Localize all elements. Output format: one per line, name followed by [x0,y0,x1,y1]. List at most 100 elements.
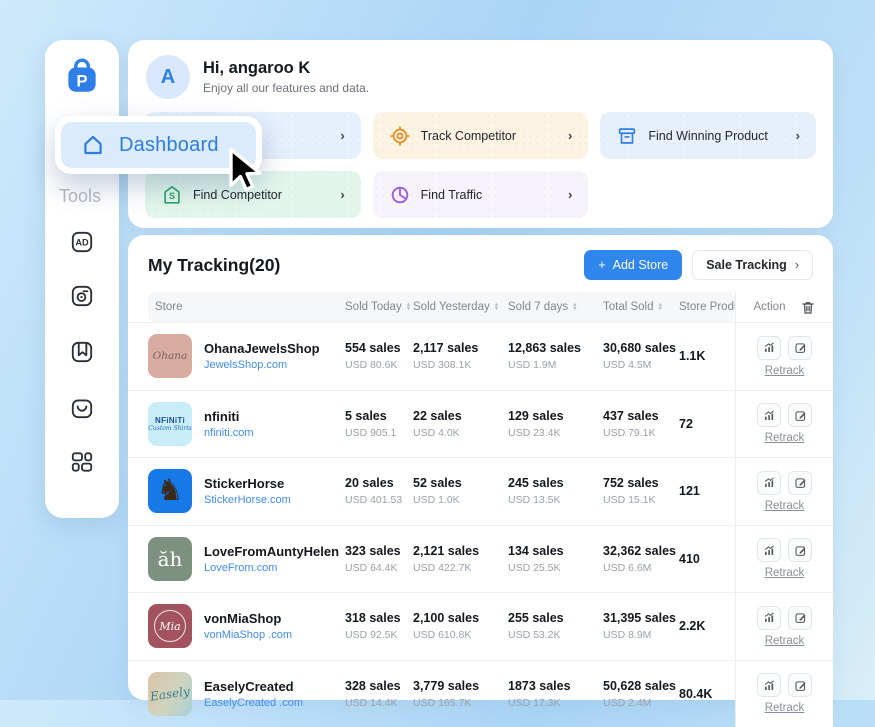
table-row: Ohana OhanaJewelsShop JewelsShop.com 554… [128,322,833,390]
apps-grid-icon[interactable] [68,448,96,476]
column-header-sold-today[interactable]: Sold Today ▲▼ [345,301,413,313]
svg-text:S: S [169,191,175,201]
plus-icon: + [598,258,605,272]
store-products-count: 80.4K [679,687,735,701]
feature-label: Find Winning Product [648,129,768,143]
store-domain-link[interactable]: LoveFrom.com [204,562,339,574]
feature-card-track-competitor[interactable]: Track Competitor › [373,112,589,159]
bookmark-icon[interactable] [68,338,96,366]
analytics-chart-icon[interactable] [757,403,781,427]
feature-card-empty [600,171,816,218]
retrack-link[interactable]: Retrack [765,702,805,714]
feature-card-find-winning-product[interactable]: Find Winning Product › [600,112,816,159]
column-header-total-sold[interactable]: Total Sold ▲▼ [603,301,679,313]
tracking-title: My Tracking(20) [148,255,280,276]
avatar[interactable]: A [146,55,190,99]
target-icon [389,125,411,147]
edit-icon[interactable] [788,673,812,697]
my-tracking-card: My Tracking(20) + Add Store Sale Trackin… [128,235,833,700]
chevron-right-icon: › [568,128,572,143]
edit-icon[interactable] [788,538,812,562]
store-logo: Easely [148,672,192,716]
sort-icon[interactable]: ▲▼ [406,303,411,312]
store-name: EaselyCreated [204,679,303,694]
sort-icon[interactable]: ▲▼ [658,303,663,312]
store-domain-link[interactable]: StickerHorse.com [204,494,291,506]
table-row: ăh LoveFromAuntyHelen LoveFrom.com 323 s… [128,525,833,593]
chevron-right-icon: › [568,187,572,202]
chevron-right-icon: › [340,128,344,143]
retrack-link[interactable]: Retrack [765,500,805,512]
edit-icon[interactable] [788,336,812,360]
store-logo: Mia [148,604,192,648]
mouse-cursor [222,146,270,203]
store-products-count: 2.2K [679,619,735,633]
store-domain-link[interactable]: vonMiaShop .com [204,629,292,641]
analytics-chart-icon[interactable] [757,336,781,360]
retrack-link[interactable]: Retrack [765,365,805,377]
sort-icon[interactable]: ▲▼ [572,303,577,312]
pie-chart-icon [389,184,411,206]
chevron-right-icon: › [340,187,344,202]
sidebar: P Tools AD [45,40,119,518]
analytics-chart-icon[interactable] [757,673,781,697]
store-products-count: 1.1K [679,349,735,363]
store-products-count: 121 [679,484,735,498]
column-header-sold-7-days[interactable]: Sold 7 days ▲▼ [508,301,603,313]
store-name: StickerHorse [204,476,291,491]
store-logo: ♞ [148,469,192,513]
chevron-right-icon: › [795,258,799,272]
table-header-row: Store Sold Today ▲▼ Sold Yesterday ▲▼ So… [128,292,833,322]
store-name: nfiniti [204,409,254,424]
home-icon [80,132,106,158]
analytics-chart-icon[interactable] [757,538,781,562]
store-logo: Ohana [148,334,192,378]
edit-icon[interactable] [788,606,812,630]
app-logo-bag-p-icon[interactable]: P [61,56,103,103]
svg-text:P: P [76,71,87,90]
feature-label: Track Competitor [421,129,516,143]
add-store-button[interactable]: + Add Store [584,250,682,280]
store-products-count: 72 [679,417,735,431]
feature-label: Find Traffic [421,188,483,202]
retrack-link[interactable]: Retrack [765,567,805,579]
column-header-store-products: Store Products [679,301,735,313]
ad-icon[interactable]: AD [68,228,96,256]
chevron-right-icon: › [796,128,800,143]
greeting-title: Hi, angaroo K [203,59,369,78]
store-name: LoveFromAuntyHelen [204,544,339,559]
analytics-chart-icon[interactable] [757,606,781,630]
column-header-store: Store [128,301,345,313]
sort-icon[interactable]: ▲▼ [494,303,499,312]
retrack-link[interactable]: Retrack [765,635,805,647]
edit-icon[interactable] [788,471,812,495]
table-row: Mia vonMiaShop vonMiaShop .com 318 sales… [128,592,833,660]
analytics-chart-icon[interactable] [757,471,781,495]
store-domain-link[interactable]: EaselyCreated .com [204,697,303,709]
store-name: OhanaJewelsShop [204,341,320,356]
shop-bag-icon[interactable] [68,394,96,422]
edit-icon[interactable] [788,403,812,427]
store-products-count: 410 [679,552,735,566]
table-row: ♞ StickerHorse StickerHorse.com 20 sales… [128,457,833,525]
greeting-subtitle: Enjoy all our features and data. [203,81,369,95]
store-logo: ăh [148,537,192,581]
tools-section-label: Tools [59,186,101,207]
shop-s-icon: S [161,184,183,206]
column-header-action: Action [735,292,833,322]
store-domain-link[interactable]: nfiniti.com [204,427,254,439]
svg-text:AD: AD [75,238,89,248]
column-header-sold-yesterday[interactable]: Sold Yesterday ▲▼ [413,301,508,313]
store-name: vonMiaShop [204,611,292,626]
sale-tracking-button[interactable]: Sale Tracking › [692,250,813,280]
table-row: Easely EaselyCreated EaselyCreated .com … [128,660,833,727]
track-camera-icon[interactable] [68,282,96,310]
dashboard-label: Dashboard [119,134,219,157]
trash-icon[interactable] [801,300,815,315]
archive-box-icon [616,125,638,147]
store-domain-link[interactable]: JewelsShop.com [204,359,320,371]
retrack-link[interactable]: Retrack [765,432,805,444]
feature-card-find-traffic[interactable]: Find Traffic › [373,171,589,218]
